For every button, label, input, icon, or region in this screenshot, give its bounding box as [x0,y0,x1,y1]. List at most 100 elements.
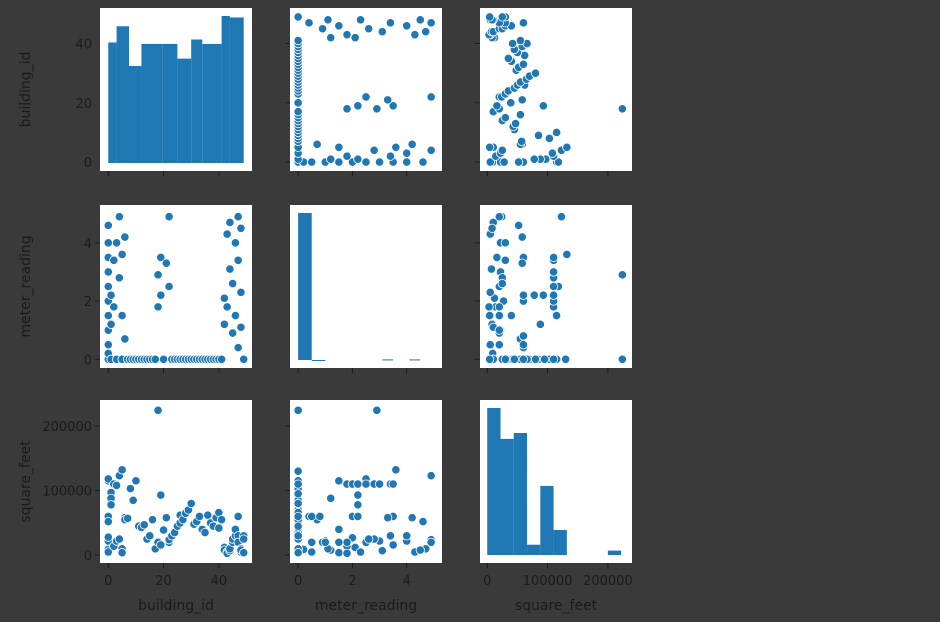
scatter-point-square_feet-building_id-18 [114,534,124,544]
scatter-point-building_id-square_feet-38 [538,101,548,111]
scatter-point-square_feet-building_id-64 [217,515,227,525]
x-tick-label-meter_reading-0: 0 [294,574,302,589]
scatter-point-meter_reading-building_id-10 [103,220,113,230]
scatter-point-building_id-meter_reading-64 [293,35,303,46]
scatter-point-square_feet-building_id-58 [203,510,213,520]
scatter-point-meter_reading-building_id-24 [120,334,130,344]
scatter-point-building_id-square_feet-2 [485,157,495,167]
scatter-point-building_id-square_feet-83 [497,12,507,22]
y-tick-label-square_feet-0: 0 [84,549,92,564]
scatter-point-meter_reading-square_feet-39 [492,252,502,262]
hist-bar-building_id-1 [116,26,130,164]
scatter-point-building_id-meter_reading-9 [402,157,412,167]
x-axis-label-square_feet: square_feet [515,598,598,614]
scatter-point-building_id-square_feet-75 [518,18,529,28]
scatter-extra-point-16 [293,489,303,499]
scatter-point-square_feet-building_id-9 [103,532,113,542]
scatter-point-building_id-square_feet-6 [553,157,564,167]
scatter-point-meter_reading-building_id-13 [106,290,116,300]
scatter-point-square_feet-building_id-39 [156,540,166,550]
scatter-point-square_feet-building_id-83 [239,534,249,544]
scatter-point-meter_reading-square_feet-22 [562,249,572,260]
scatter-point-building_id-square_feet-81 [485,12,495,22]
scatter-point-meter_reading-square_feet-2 [485,340,495,350]
x-tick-label-building_id-2: 40 [211,574,228,589]
scatter-point-meter_reading-square_feet-77 [494,212,504,222]
scatter-extra-point-10 [518,290,529,300]
scatter-point-meter_reading-building_id-69 [225,264,235,274]
scatter-extra-point-14 [561,354,571,364]
scatter-point-building_id-meter_reading-73 [402,21,412,31]
scatter-extra-point-5 [374,479,385,489]
hist-bar-meter_reading-0 [298,213,312,360]
scatter-point-meter_reading-square_feet-13 [529,290,539,300]
scatter-point-meter_reading-square_feet-21 [485,311,495,321]
scatter-extra-point-21 [293,405,303,415]
scatter-point-square_feet-meter_reading-80 [415,545,425,555]
y-tick-label-building_id-0: 0 [84,156,92,171]
scatter-point-square_feet-meter_reading-77 [426,537,436,547]
scatter-extra-point-19 [293,521,303,531]
scatter-point-building_id-meter_reading-24 [312,139,322,149]
hist-bar-building_id-2 [129,65,142,163]
scatter-point-square_feet-meter_reading-79 [355,547,366,557]
scatter-point-building_id-meter_reading-15 [385,151,396,161]
panel-background [290,205,442,368]
scatter-point-building_id-square_feet-28 [552,127,562,138]
scatter-point-square_feet-meter_reading-76 [385,531,396,541]
scatter-point-meter_reading-square_feet-12 [535,319,545,329]
hist-bar-building_id-9 [229,17,244,163]
scatter-point-meter_reading-building_id-35 [150,354,160,364]
scatter-extra-point-5 [548,267,559,277]
scatter-point-meter_reading-building_id-23 [120,232,130,242]
scatter-point-building_id-meter_reading-74 [334,21,344,31]
scatter-point-building_id-square_feet-57 [503,53,513,63]
scatter-point-meter_reading-square_feet-72 [497,278,507,289]
scatter-point-square_feet-building_id-26 [125,484,135,494]
hist-bar-square_feet-0 [487,408,501,555]
scatter-point-building_id-square_feet-13 [529,154,539,164]
scatter-point-building_id-meter_reading-77 [426,18,436,28]
y-tick-label-building_id-1: 20 [75,97,92,112]
scatter-point-building_id-meter_reading-43 [426,92,436,102]
scatter-point-meter_reading-building_id-78 [236,322,246,332]
scatter-point-square_feet-meter_reading-2 [307,547,317,557]
scatter-point-square_feet-meter_reading-12 [326,493,336,503]
scatter-point-building_id-meter_reading-68 [342,30,352,40]
hist-bar-square_feet-3 [527,544,541,555]
scatter-point-meter_reading-building_id-80 [236,223,246,233]
scatter-point-square_feet-building_id-31 [139,520,149,530]
scatter-point-meter_reading-building_id-72 [228,278,238,289]
y-axis-label-building_id: building_id [18,52,34,128]
scatter-point-building_id-square_feet-22 [562,142,572,152]
scatter-extra-point-11 [494,340,504,350]
scatter-point-square_feet-building_id-25 [123,513,133,523]
scatter-point-square_feet-meter_reading-19 [426,471,436,481]
y-tick-label-meter_reading-2: 4 [84,237,92,252]
scatter-point-building_id-meter_reading-80 [415,15,425,25]
scatter-point-meter_reading-building_id-6 [103,281,113,292]
scatter-point-meter_reading-building_id-64 [217,354,227,364]
scatter-point-square_feet-building_id-38 [156,490,166,500]
scatter-extra-point-19 [509,354,519,364]
x-tick-label-meter_reading-2: 4 [403,574,411,589]
hist-bar-building_id-4 [162,43,178,163]
scatter-point-building_id-meter_reading-39 [388,101,398,111]
scatter-extra-point-8 [315,511,325,522]
scatter-point-building_id-meter_reading-12 [326,154,336,164]
scatter-point-meter_reading-building_id-74 [230,311,241,321]
scatter-point-meter_reading-building_id-68 [222,302,232,312]
y-tick-label-square_feet-1: 100000 [42,485,92,500]
scatter-point-building_id-meter_reading-23 [407,139,417,149]
scatter-point-building_id-meter_reading-42 [361,92,371,102]
scatter-extra-point-20 [500,354,510,364]
scatter-point-meter_reading-building_id-4 [103,311,113,321]
scatter-point-building_id-meter_reading-35 [293,107,303,117]
scatter-point-square_feet-building_id-33 [145,531,155,541]
x-tick-label-meter_reading-1: 2 [348,574,356,589]
scatter-point-building_id-meter_reading-13 [353,154,363,164]
scatter-point-building_id-meter_reading-70 [421,27,431,37]
scatter-point-building_id-square_feet-9 [499,157,509,167]
scatter-point-meter_reading-building_id-9 [103,238,113,248]
